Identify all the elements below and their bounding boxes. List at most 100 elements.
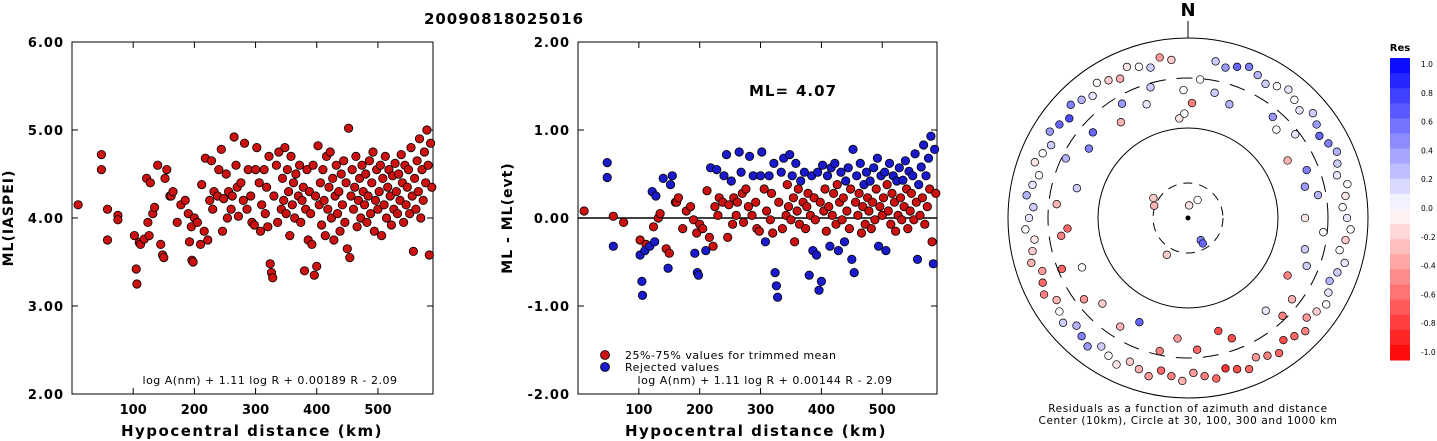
- station-point: [1077, 332, 1086, 341]
- station-point: [1195, 75, 1205, 84]
- point-series-1: [394, 169, 404, 179]
- point-series-2: [757, 147, 767, 157]
- point-series-1: [905, 206, 915, 216]
- y-tick-label: -1.00: [528, 300, 570, 315]
- station-point: [1052, 295, 1061, 305]
- point-series-1: [608, 211, 618, 221]
- point-series-1: [409, 173, 420, 183]
- point-series-1: [281, 209, 291, 219]
- point-series-1: [331, 160, 341, 170]
- point-series-1: [374, 187, 384, 197]
- point-series-2: [830, 158, 840, 168]
- point-series-1: [160, 173, 170, 183]
- station-point: [1283, 271, 1292, 280]
- point-series-1: [408, 246, 418, 256]
- legend-blue-label: Rejected values: [625, 361, 720, 374]
- point-series-1: [113, 215, 123, 225]
- station-point: [1272, 125, 1281, 134]
- station-point: [1028, 246, 1037, 256]
- station-point: [1098, 299, 1107, 308]
- station-point: [1198, 239, 1207, 248]
- point-series-2: [921, 171, 931, 181]
- station-point: [1211, 57, 1220, 66]
- station-point: [1028, 180, 1037, 190]
- point-series-2: [833, 246, 844, 256]
- station-point: [1097, 342, 1106, 351]
- point-series-1: [373, 204, 383, 214]
- colorbar-tick-label: -0.4: [1421, 262, 1436, 271]
- point-series-2: [841, 176, 851, 186]
- station-point: [1261, 79, 1270, 88]
- point-series-1: [782, 180, 792, 190]
- p2-ml-value: 4.07: [796, 82, 837, 100]
- station-point: [1079, 295, 1089, 304]
- point-series-1: [793, 184, 803, 194]
- point-series-1: [412, 156, 422, 166]
- point-series-1: [73, 200, 83, 210]
- y-tick-label: 0.00: [534, 212, 570, 227]
- point-series-1: [305, 209, 316, 219]
- colorbar-cells: [1390, 58, 1410, 361]
- point-series-2: [825, 241, 835, 251]
- station-point: [1300, 182, 1310, 191]
- point-series-1: [845, 184, 856, 194]
- point-series-1: [853, 210, 863, 220]
- point-series-1: [102, 235, 113, 245]
- point-series-2: [836, 167, 846, 177]
- point-series-1: [367, 178, 377, 188]
- residual-colorbar: Res 1.0 0.8 0.6 0.4 0.2 0.0 -0.2 -0.4 -0.6 -0.8 -1…: [1390, 43, 1436, 361]
- colorbar-tick-label: 0.6: [1421, 118, 1433, 127]
- station-point: [1263, 351, 1272, 360]
- point-series-1: [396, 150, 406, 160]
- point-series-2: [785, 150, 795, 160]
- point-series-1: [743, 202, 754, 212]
- station-point: [1115, 74, 1125, 83]
- point-series-1: [264, 151, 274, 161]
- station-point: [1039, 290, 1049, 299]
- point-series-1: [361, 169, 371, 179]
- point-series-1: [917, 193, 928, 203]
- point-series-2: [880, 167, 890, 177]
- station-point: [1324, 139, 1333, 148]
- colorbar-cell: [1390, 88, 1410, 104]
- point-series-1: [352, 222, 362, 232]
- point-series-1: [362, 217, 372, 227]
- station-point: [1225, 100, 1234, 109]
- point-series-2: [796, 176, 806, 186]
- point-series-1: [723, 232, 733, 242]
- point-series-2: [760, 237, 771, 247]
- point-series-2: [894, 163, 904, 173]
- point-series-1: [259, 165, 269, 175]
- station-point: [1088, 91, 1097, 101]
- point-series-1: [788, 193, 799, 203]
- station-point: [1272, 82, 1282, 91]
- station-point: [1179, 85, 1188, 95]
- station-point: [1142, 100, 1151, 109]
- colorbar-cell: [1390, 344, 1410, 361]
- point-series-1: [710, 202, 720, 212]
- station-point: [1144, 372, 1153, 381]
- point-series-1: [380, 151, 390, 161]
- point-series-1: [809, 193, 819, 203]
- point-series-1: [340, 217, 350, 227]
- station-point: [1283, 156, 1292, 165]
- point-series-2: [602, 172, 612, 183]
- station-point: [1300, 245, 1310, 254]
- point-series-1: [296, 217, 306, 227]
- point-series-1: [909, 215, 919, 225]
- point-series-1: [824, 202, 834, 212]
- point-series-1: [328, 173, 338, 183]
- point-series-1: [214, 165, 224, 175]
- point-series-1: [878, 193, 889, 203]
- station-point: [1212, 374, 1221, 383]
- colorbar-cell: [1390, 314, 1410, 331]
- station-point: [1338, 203, 1347, 212]
- point-series-2: [872, 153, 883, 163]
- x-tick-label: 100: [120, 403, 147, 418]
- point-series-1: [754, 226, 764, 236]
- station-point: [1167, 371, 1176, 381]
- point-series-1: [350, 182, 360, 192]
- station-point: [1055, 307, 1064, 316]
- station-point: [1058, 318, 1068, 327]
- polar-points: [1021, 53, 1355, 386]
